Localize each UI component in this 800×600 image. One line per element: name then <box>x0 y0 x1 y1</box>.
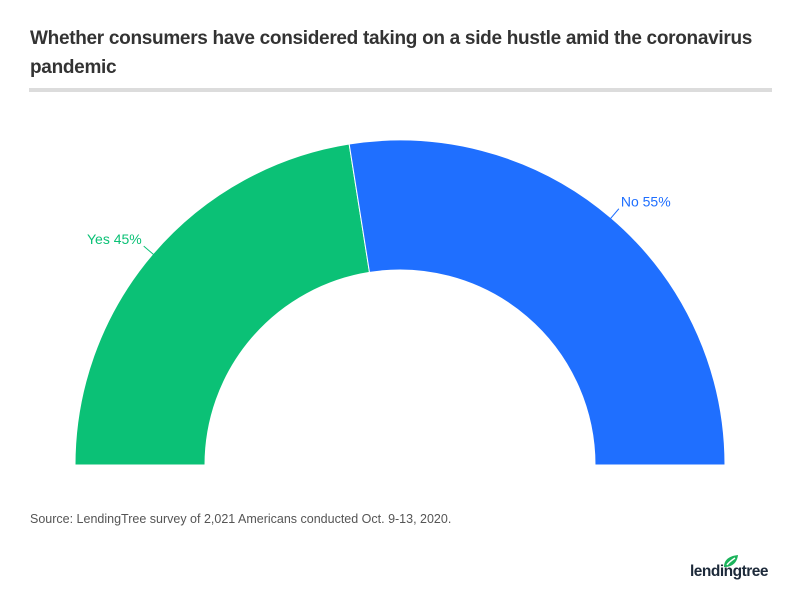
title-divider <box>29 88 772 92</box>
leader-line-no <box>609 208 620 220</box>
slice-yes <box>74 143 371 466</box>
data-label-yes: Yes 45% <box>87 231 142 247</box>
leader-line-yes <box>143 245 155 256</box>
lendingtree-logo: lendingtree <box>690 555 770 584</box>
data-label-no: No 55% <box>621 194 671 210</box>
logo-text: lendingtree <box>690 563 769 580</box>
source-note: Source: LendingTree survey of 2,021 Amer… <box>30 512 452 526</box>
leaf-icon <box>724 555 738 567</box>
chart-title: Whether consumers have considered taking… <box>30 28 753 78</box>
slice-no <box>348 139 726 466</box>
